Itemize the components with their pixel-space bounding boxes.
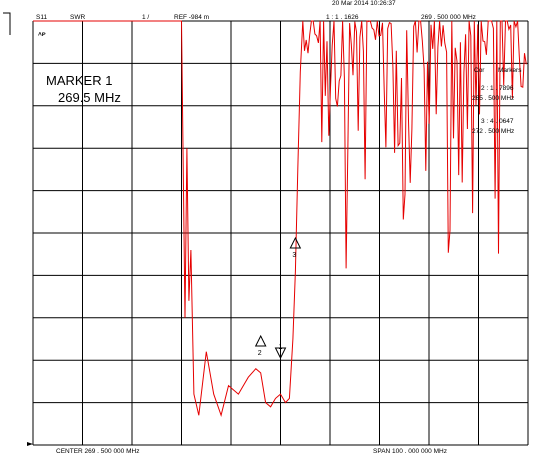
active-marker-readout: 1 : 1 . 1626 xyxy=(326,14,359,21)
ref-position-icon xyxy=(27,442,33,446)
marker-1-label: 1 xyxy=(279,344,283,351)
marker-2-triangle[interactable] xyxy=(254,334,267,347)
correction-label: Cor xyxy=(474,67,485,74)
marker-2-label: 2 xyxy=(258,350,262,357)
channel-bracket-icon xyxy=(3,12,11,35)
s11-trace xyxy=(33,20,527,418)
active-marker-frequency: 269 . 500 000 MHz xyxy=(421,14,476,21)
marker-2-value: 2 : 1 . 7896 xyxy=(481,85,514,92)
scale-label[interactable]: 1 / xyxy=(142,14,150,21)
corner-symbol: ˄ᴘ xyxy=(38,31,46,38)
marker-3-triangle[interactable] xyxy=(289,236,302,249)
marker-2-frequency: 265 . 500 MHz xyxy=(472,95,515,102)
param-label[interactable]: S11 xyxy=(36,14,48,21)
marker-3-value: 3 : 4 . 0647 xyxy=(481,118,514,125)
marker-symbols: 2 1 3 xyxy=(254,236,302,360)
format-label[interactable]: SWR xyxy=(70,14,86,21)
date-time: 20 Mar 2014 10:26:37 xyxy=(332,0,396,7)
marker-box-frequency: 269.5 MHz xyxy=(58,90,121,105)
marker-1-triangle[interactable] xyxy=(274,347,287,360)
marker-3-frequency: 272 . 500 MHz xyxy=(472,128,515,135)
reference-label[interactable]: REF -984 m xyxy=(174,14,210,21)
markers-panel-title: Markers xyxy=(498,67,522,74)
marker-3-label: 3 xyxy=(292,252,296,259)
span-frequency[interactable]: SPAN 100 . 000 000 MHz xyxy=(373,448,447,455)
marker-box-title: MARKER 1 xyxy=(46,73,113,88)
center-frequency[interactable]: CENTER 269 . 500 000 MHz xyxy=(56,448,140,455)
